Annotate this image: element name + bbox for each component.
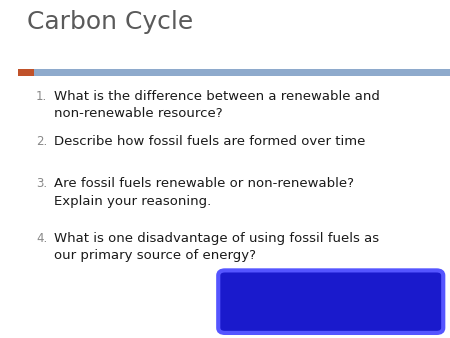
Text: What is the difference between a renewable and
non-renewable resource?: What is the difference between a renewab… xyxy=(54,90,380,120)
FancyBboxPatch shape xyxy=(18,69,34,76)
Text: 2.: 2. xyxy=(36,135,47,148)
Text: 4.: 4. xyxy=(36,232,47,244)
FancyBboxPatch shape xyxy=(34,69,450,76)
Text: 1.: 1. xyxy=(36,90,47,102)
Text: Describe how fossil fuels are formed over time: Describe how fossil fuels are formed ove… xyxy=(54,135,365,148)
Text: What is one disadvantage of using fossil fuels as
our primary source of energy?: What is one disadvantage of using fossil… xyxy=(54,232,379,262)
Text: 3.: 3. xyxy=(36,177,47,190)
FancyBboxPatch shape xyxy=(218,270,443,333)
Text: Don't talk during the Catalyst!: Don't talk during the Catalyst! xyxy=(224,306,438,319)
Text: Carbon Cycle: Carbon Cycle xyxy=(27,10,193,34)
Text: Write in complete sentences!: Write in complete sentences! xyxy=(228,284,434,297)
Text: Are fossil fuels renewable or non-renewable?
Explain your reasoning.: Are fossil fuels renewable or non-renewa… xyxy=(54,177,354,208)
